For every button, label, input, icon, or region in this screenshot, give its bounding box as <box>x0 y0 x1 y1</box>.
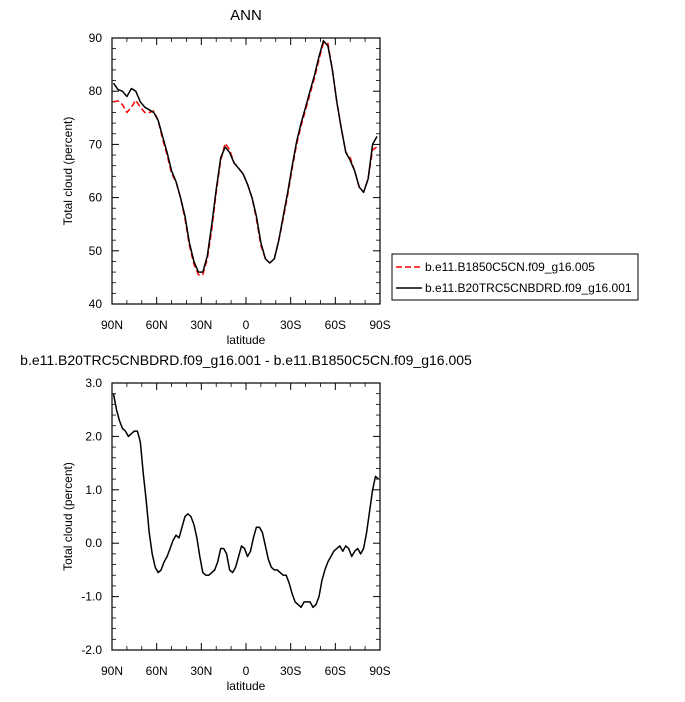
x-tick-label: 60N <box>146 664 168 678</box>
y-axis-label: Total cloud (percent) <box>61 117 75 226</box>
x-tick-label: 60N <box>146 318 168 332</box>
y-tick-label: -2.0 <box>81 643 102 657</box>
x-tick-label: 30N <box>190 318 212 332</box>
x-tick-label: 30S <box>280 318 301 332</box>
series-line-1 <box>112 393 380 609</box>
y-tick-label: 1.0 <box>85 483 102 497</box>
y-tick-label: 3.0 <box>85 376 102 390</box>
x-tick-label: 30S <box>280 664 301 678</box>
y-tick-label: 2.0 <box>85 429 102 443</box>
plot-frame <box>111 382 381 651</box>
x-tick-label: 0 <box>243 318 250 332</box>
legend-box <box>391 253 639 301</box>
bottom-chart-panel: b.e11.B20TRC5CNBDRD.f09_g16.001 - b.e11.… <box>20 352 472 693</box>
y-tick-label: 0.0 <box>85 536 102 550</box>
legend-label-1: b.e11.B1850C5CN.f09_g16.005 <box>425 260 595 274</box>
x-axis-label: latitude <box>227 333 266 347</box>
y-tick-label: 90 <box>89 31 103 45</box>
x-tick-label: 90N <box>101 664 123 678</box>
legend-label-2: b.e11.B20TRC5CNBDRD.f09_g16.001 <box>425 281 632 295</box>
x-tick-label: 90S <box>369 318 390 332</box>
x-tick-label: 30N <box>190 664 212 678</box>
x-axis-label: latitude <box>227 679 266 693</box>
y-tick-label: 70 <box>89 137 103 151</box>
plot-frame <box>111 37 381 305</box>
y-tick-label: 40 <box>89 297 103 311</box>
x-tick-label: 0 <box>243 664 250 678</box>
x-tick-label: 90N <box>101 318 123 332</box>
chart-title: b.e11.B20TRC5CNBDRD.f09_g16.001 - b.e11.… <box>20 352 472 368</box>
series-line-1 <box>113 42 378 276</box>
y-tick-label: 80 <box>89 84 103 98</box>
x-tick-label: 60S <box>325 664 346 678</box>
x-tick-label: 60S <box>325 318 346 332</box>
y-tick-label: -1.0 <box>81 590 102 604</box>
x-tick-label: 90S <box>369 664 390 678</box>
chart-title: ANN <box>230 7 262 24</box>
y-axis-label: Total cloud (percent) <box>61 462 75 571</box>
y-tick-label: 50 <box>89 244 103 258</box>
series-line-2 <box>112 39 378 273</box>
y-tick-label: 60 <box>89 191 103 205</box>
top-chart-panel: ANN 90N 60N 30N 0 30S 60S 90S 40 50 60 70 80 90 latitu… <box>61 7 639 347</box>
